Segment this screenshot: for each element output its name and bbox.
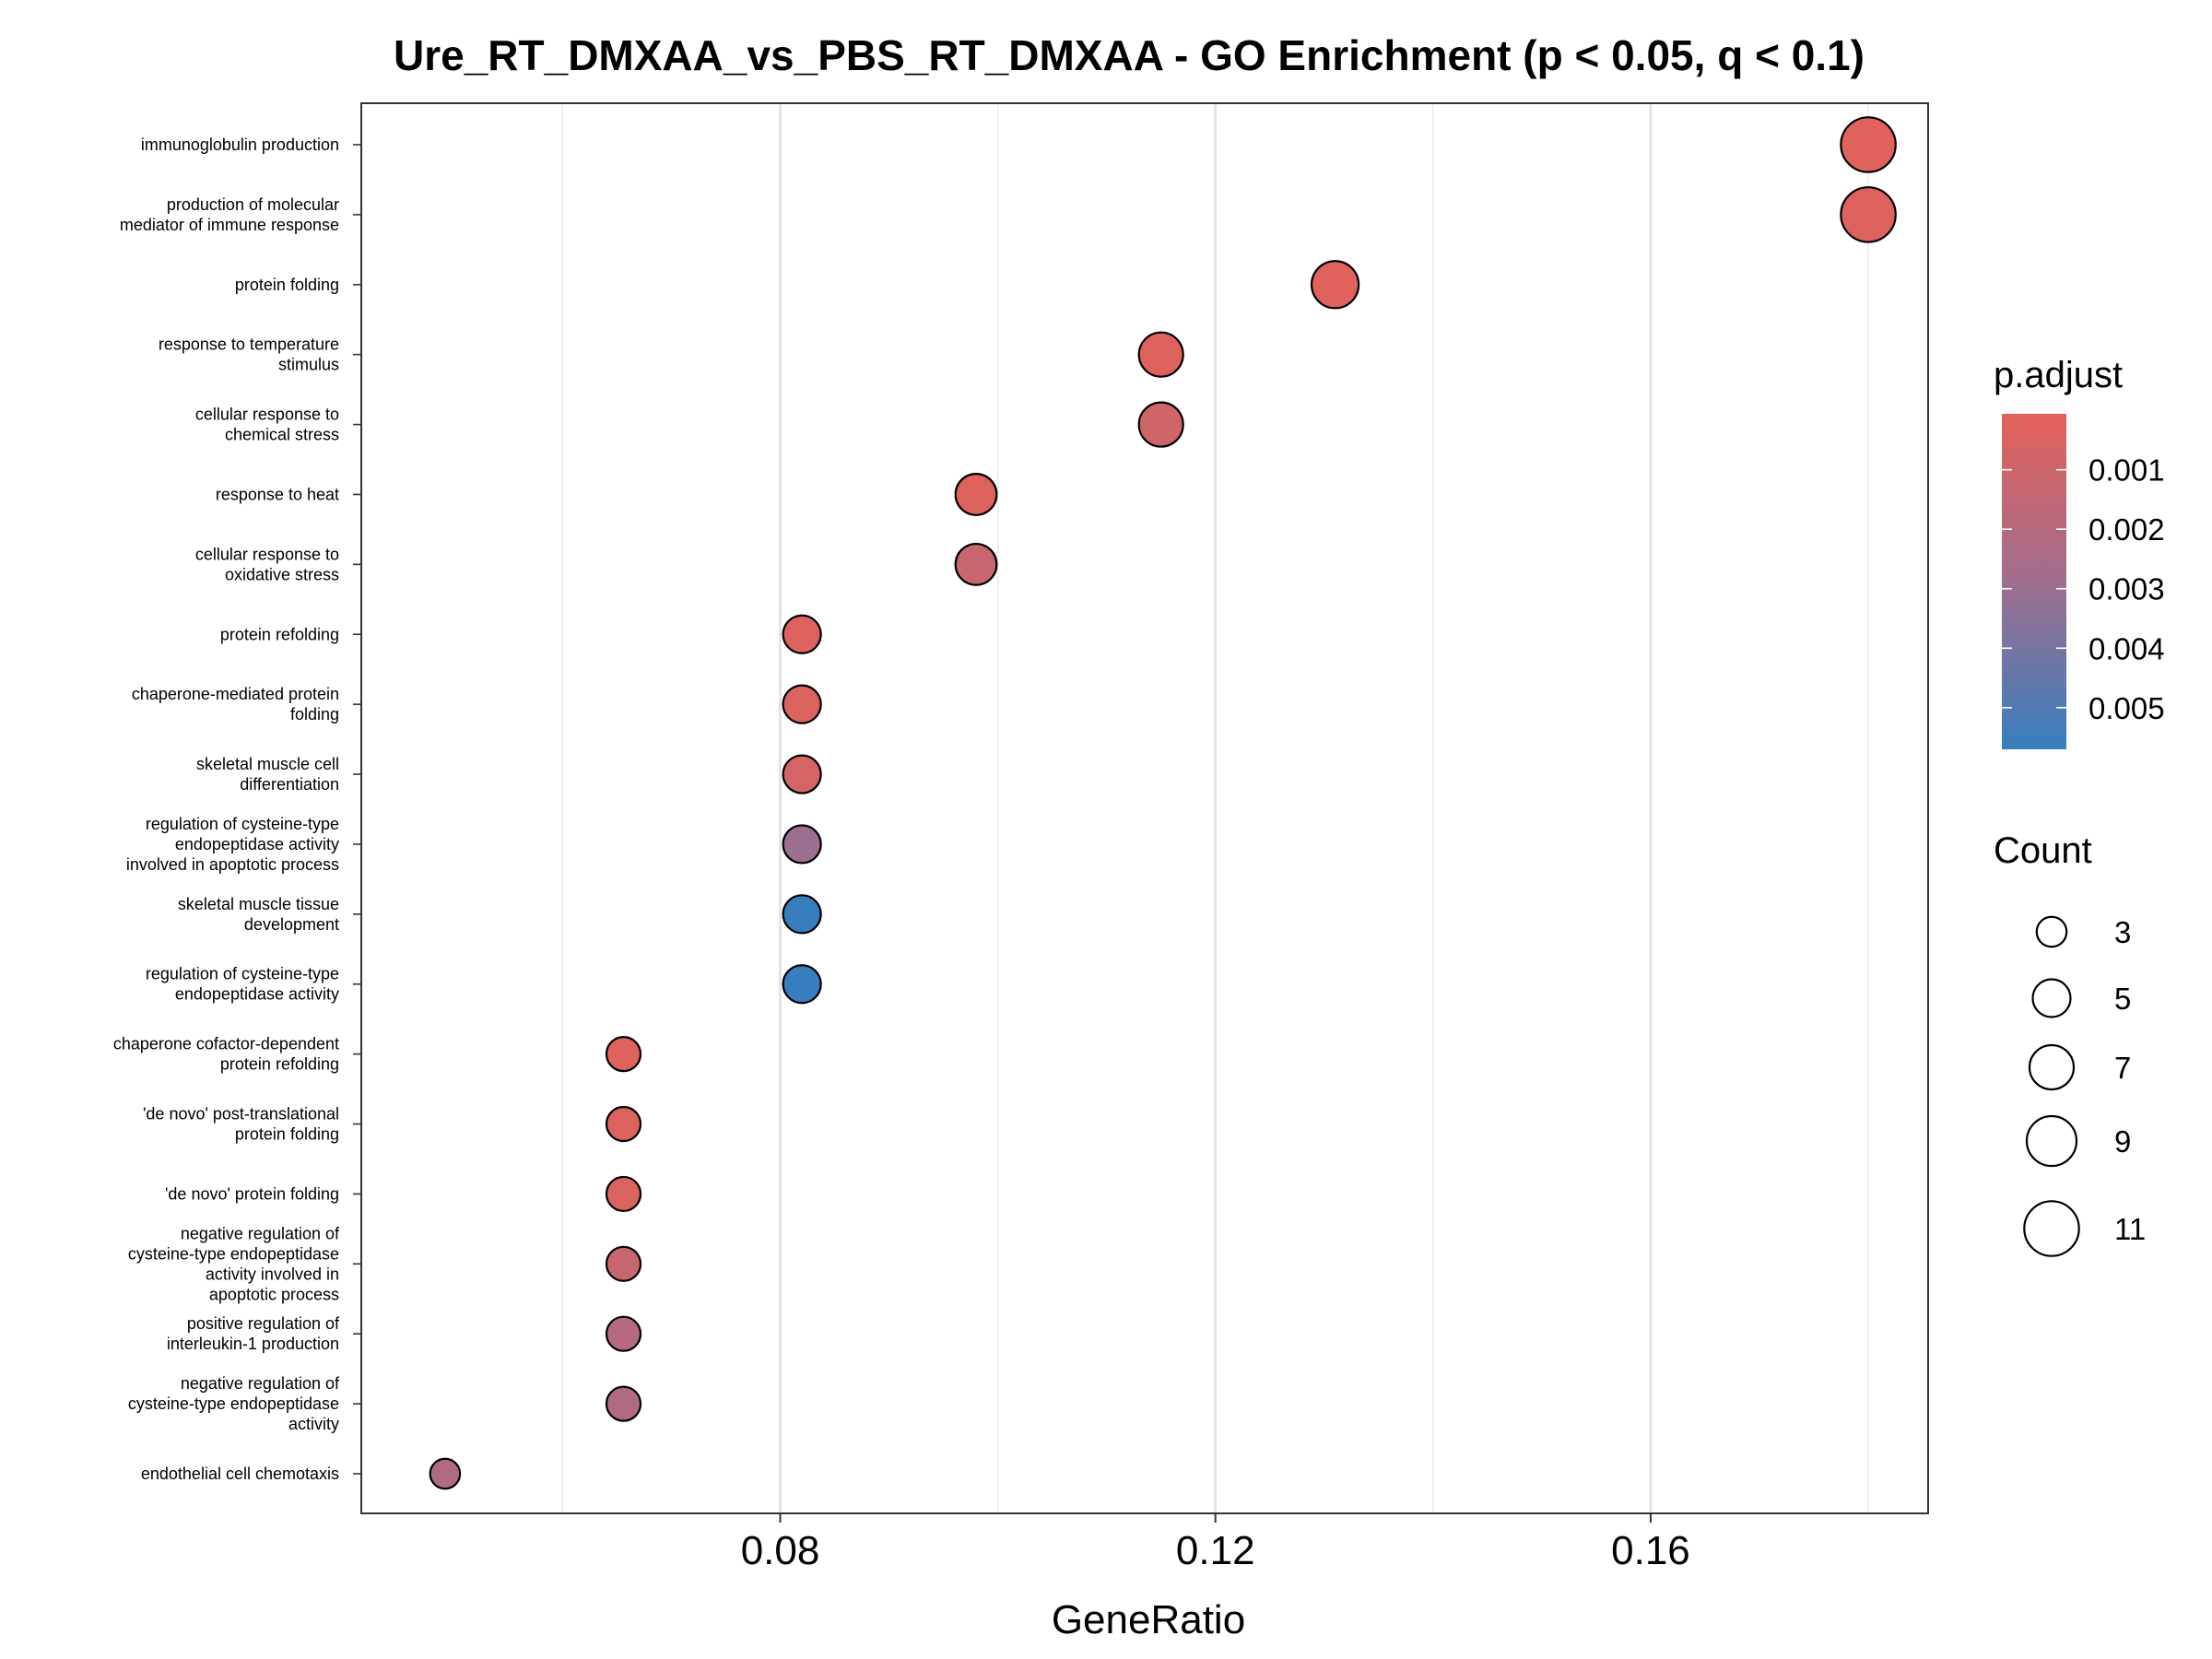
y-axis-term-label: 'de novo' protein folding [165, 1184, 339, 1203]
size-legend-circle [2035, 915, 2068, 948]
data-point [782, 684, 822, 724]
color-legend-label: 0.003 [2088, 572, 2165, 606]
y-axis-term-label: response to heat [216, 485, 339, 503]
data-point [954, 473, 998, 516]
size-legend-title: Count [1994, 830, 2092, 871]
x-tick-label: 0.16 [1611, 1528, 1690, 1573]
data-point [1310, 260, 1360, 310]
size-legend-label: 9 [2114, 1124, 2131, 1159]
y-axis-term-label: response to temperature stimulus [159, 335, 339, 374]
data-point [605, 1105, 642, 1143]
y-axis-term-label: chaperone cofactor-dependent protein refo… [113, 1035, 339, 1074]
x-axis-label: GeneRatio [1052, 1597, 1245, 1642]
color-legend-label: 0.005 [2088, 691, 2165, 725]
color-legend-bar [2002, 414, 2066, 749]
y-axis-term-label: cellular response to chemical stress [195, 406, 339, 444]
chart-title: Ure_RT_DMXAA_vs_PBS_RT_DMXAA - GO Enrich… [394, 31, 1865, 79]
data-point [782, 754, 822, 794]
x-tick-label: 0.12 [1176, 1528, 1255, 1573]
y-axis-term-label: regulation of cysteine-type endopeptidase… [146, 965, 339, 1004]
data-points [429, 116, 1897, 1490]
y-axis-term-label: protein refolding [220, 625, 339, 643]
data-point [782, 894, 822, 935]
y-axis-term-label: negative regulation of cysteine-type endo… [128, 1374, 340, 1433]
color-legend-label: 0.002 [2088, 512, 2165, 547]
size-legend-circle [2025, 1114, 2078, 1168]
data-point [429, 1457, 462, 1490]
data-point [1137, 331, 1184, 378]
data-point [605, 1036, 642, 1073]
size-legend-label: 3 [2114, 915, 2131, 949]
color-legend-title: p.adjust [1994, 355, 2123, 395]
y-axis-term-label: cellular response to oxidative stress [195, 545, 339, 583]
color-legend: p.adjust 0.001 0.002 0.003 0.004 0.005 [1994, 355, 2165, 749]
y-axis-term-labels: immunoglobulin production production of m… [113, 135, 361, 1483]
data-point [605, 1385, 642, 1422]
data-point [782, 964, 822, 1005]
y-axis-term-label: immunoglobulin production [141, 135, 339, 154]
size-legend-label: 5 [2114, 982, 2131, 1016]
data-point [1137, 401, 1184, 448]
x-axis: 0.08 0.12 0.16 [741, 1513, 1690, 1573]
y-axis-term-label: negative regulation of cysteine-type endo… [128, 1224, 340, 1303]
color-legend-label: 0.004 [2088, 631, 2165, 665]
plot-panel [360, 102, 1929, 1514]
panel-border [360, 102, 1929, 1514]
data-point [1840, 186, 1897, 243]
panel-background [361, 103, 1928, 1513]
data-point [954, 542, 998, 586]
size-legend-circle [2028, 1043, 2076, 1091]
data-point [605, 1175, 642, 1213]
data-point [605, 1245, 642, 1282]
y-axis-term-label: protein folding [235, 276, 339, 294]
data-point [605, 1315, 642, 1352]
size-legend-circle [2031, 978, 2072, 1018]
color-legend-label: 0.001 [2088, 453, 2165, 488]
y-axis-term-label: endothelial cell chemotaxis [141, 1465, 339, 1483]
size-legend: Count 3 5 7 9 11 [1994, 830, 2146, 1257]
size-legend-label: 11 [2114, 1212, 2146, 1246]
size-legend-label: 7 [2114, 1051, 2131, 1085]
y-axis-term-label: skeletal muscle cell differentiation [196, 755, 339, 794]
data-point [782, 614, 822, 654]
y-axis-term-label: regulation of cysteine-type endopeptidase… [126, 815, 339, 874]
data-point [1840, 116, 1897, 173]
y-axis-term-label: positive regulation of interleukin-1 prod… [167, 1314, 340, 1353]
y-axis-term-label: 'de novo' post-translational protein fold… [143, 1105, 339, 1144]
y-axis-term-label: production of molecular mediator of immun… [120, 195, 339, 234]
size-legend-circle [2023, 1200, 2080, 1257]
x-tick-label: 0.08 [741, 1528, 820, 1573]
y-axis-term-label: skeletal muscle tissue development [178, 895, 339, 934]
data-point [782, 824, 822, 865]
y-axis-term-label: chaperone-mediated protein folding [132, 685, 339, 724]
